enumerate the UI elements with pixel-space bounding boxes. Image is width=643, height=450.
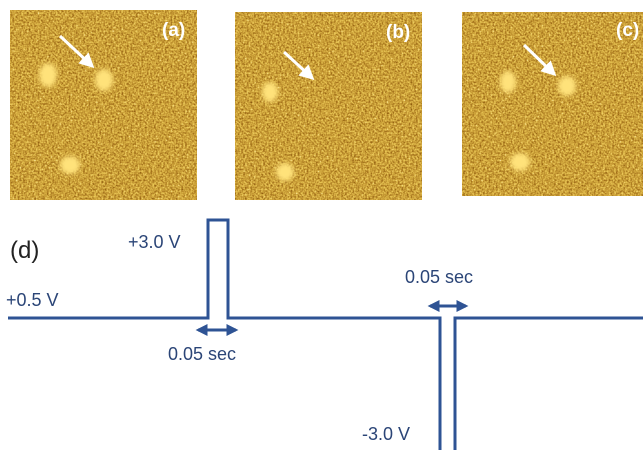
- pulse-inner: [210, 222, 226, 318]
- panel-label: (d): [10, 237, 39, 264]
- panel-label: (c): [616, 20, 639, 41]
- base-voltage-label: +0.5 V: [6, 290, 59, 310]
- high-voltage-label: +3.0 V: [128, 232, 181, 252]
- stm-image-b: (b): [235, 12, 422, 200]
- panel-label: (a): [162, 20, 185, 41]
- pulse-width-label: 0.05 sec: [405, 267, 473, 287]
- figure: (a) (b) (c) (d) +3.0 V +0.5 V 0.05 sec 0…: [0, 0, 643, 450]
- voltage-waveform: [8, 220, 643, 450]
- pulse-diagram: (d) +3.0 V +0.5 V 0.05 sec 0.05 sec -3.0…: [6, 220, 643, 450]
- low-voltage-label: -3.0 V: [362, 424, 410, 444]
- stm-image-c: (c): [462, 12, 643, 196]
- stm-image-a: (a): [10, 10, 197, 200]
- panel-label: (b): [386, 22, 410, 43]
- pulse-width-label: 0.05 sec: [168, 344, 236, 364]
